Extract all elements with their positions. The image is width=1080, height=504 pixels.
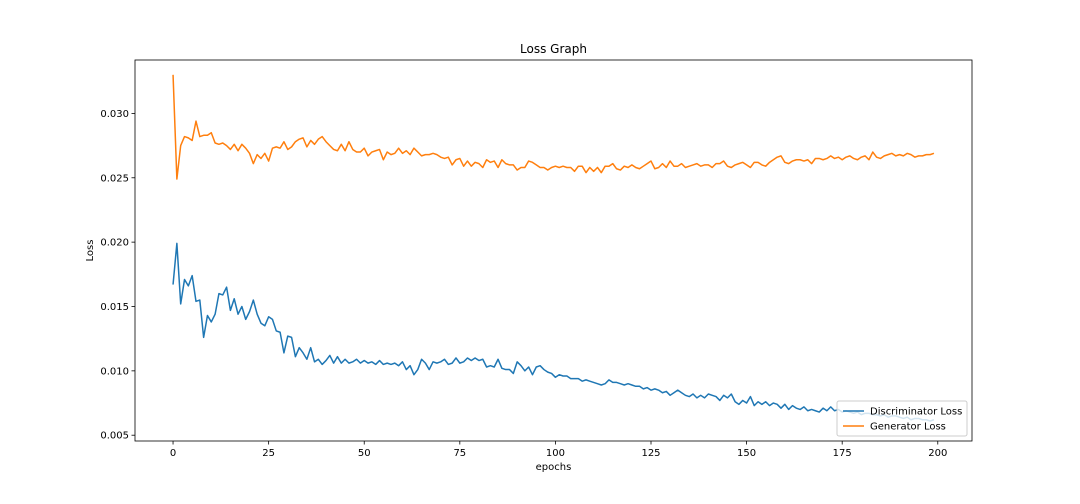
x-tick-label: 25	[262, 448, 275, 459]
legend: Discriminator Loss Generator Loss	[836, 400, 968, 437]
legend-label-discriminator: Discriminator Loss	[870, 407, 962, 418]
legend-label-generator: Generator Loss	[870, 422, 946, 433]
plot-frame	[134, 59, 973, 442]
series-layer	[172, 74, 935, 422]
x-tick-label: 75	[453, 448, 466, 459]
x-tick-label: 0	[170, 448, 176, 459]
y-axis-label: Loss	[85, 240, 96, 262]
plot-area	[135, 60, 972, 441]
x-tick-label: 200	[928, 448, 947, 459]
series-line-generator	[172, 74, 935, 180]
y-tick-label: 0.025	[100, 173, 129, 184]
y-tick-label: 0.005	[100, 431, 129, 442]
x-tick-label: 175	[833, 448, 852, 459]
series-line-discriminator	[172, 242, 935, 422]
y-tick-label: 0.030	[100, 109, 129, 120]
chart-title: Loss Graph	[520, 42, 587, 56]
x-tick-label: 100	[546, 448, 565, 459]
x-axis-label: epochs	[536, 462, 572, 473]
x-axis: 0 25 50 75 100 125 150 175 200	[170, 441, 947, 459]
y-axis: 0.005 0.010 0.015 0.020 0.025 0.030	[100, 109, 135, 442]
y-tick-label: 0.020	[100, 238, 129, 249]
legend-box	[836, 400, 968, 437]
y-tick-label: 0.015	[100, 302, 129, 313]
x-tick-label: 125	[641, 448, 660, 459]
x-tick-label: 150	[737, 448, 756, 459]
y-tick-label: 0.010	[100, 366, 129, 377]
x-tick-label: 50	[358, 448, 371, 459]
